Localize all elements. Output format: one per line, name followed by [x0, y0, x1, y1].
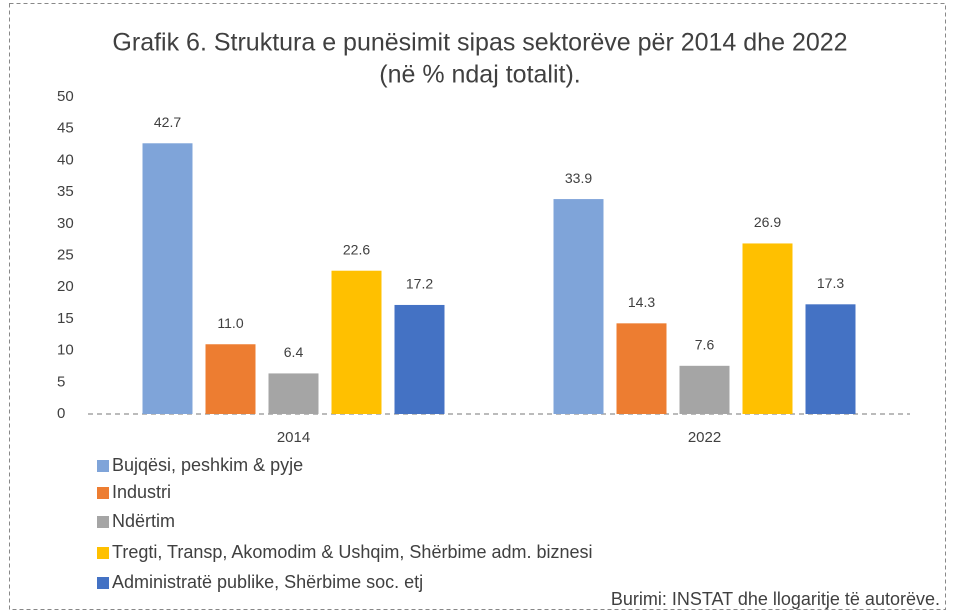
data-label: 6.4: [284, 344, 304, 360]
y-tick-label: 10: [57, 342, 74, 359]
data-label: 17.3: [817, 275, 844, 291]
legend-swatch: [97, 577, 109, 589]
data-label: 26.9: [754, 214, 781, 230]
data-label: 14.3: [628, 294, 655, 310]
legend-label: Tregti, Transp, Akomodim & Ushqim, Shërb…: [112, 542, 593, 562]
data-label: 17.2: [406, 276, 433, 292]
legend-label: Administratë publike, Shërbime soc. etj: [112, 572, 423, 592]
data-label: 7.6: [695, 337, 715, 353]
legend-swatch: [97, 516, 109, 528]
legend-swatch: [97, 460, 109, 472]
y-tick-label: 30: [57, 215, 74, 232]
y-tick-label: 45: [57, 120, 74, 137]
legend-swatch: [97, 547, 109, 559]
y-tick-label: 0: [57, 405, 65, 422]
bar: [679, 365, 730, 414]
y-tick-label: 25: [57, 246, 74, 263]
data-label: 33.9: [565, 170, 592, 186]
bar: [742, 243, 793, 414]
chart-title: Grafik 6. Struktura e punësimit sipas se…: [112, 29, 847, 57]
y-tick-label: 40: [57, 151, 74, 168]
bar: [616, 323, 667, 414]
chart-subtitle: (në % ndaj totalit).: [379, 61, 581, 89]
data-label: 42.7: [154, 114, 181, 130]
frame: [9, 3, 946, 610]
source-note: Burimi: INSTAT dhe llogaritje të autorëv…: [611, 589, 940, 609]
y-tick-label: 20: [57, 278, 74, 295]
y-tick-label: 35: [57, 183, 74, 200]
legend-swatch: [97, 487, 109, 499]
bar: [331, 270, 382, 414]
legend-label: Industri: [112, 482, 171, 502]
bar: [268, 373, 319, 414]
x-tick-label: 2014: [277, 429, 310, 446]
y-tick-label: 15: [57, 310, 74, 327]
bar: [142, 143, 193, 415]
data-label: 11.0: [217, 315, 243, 331]
bar: [394, 304, 445, 414]
legend-label: Bujqësi, peshkim & pyje: [112, 455, 303, 475]
y-tick-label: 50: [57, 88, 74, 105]
bar: [553, 199, 604, 414]
data-label: 22.6: [343, 241, 370, 257]
legend-label: Ndërtim: [112, 511, 175, 531]
x-tick-label: 2022: [688, 429, 721, 446]
y-tick-label: 5: [57, 373, 65, 390]
bar: [205, 344, 256, 414]
bar: [805, 304, 856, 414]
